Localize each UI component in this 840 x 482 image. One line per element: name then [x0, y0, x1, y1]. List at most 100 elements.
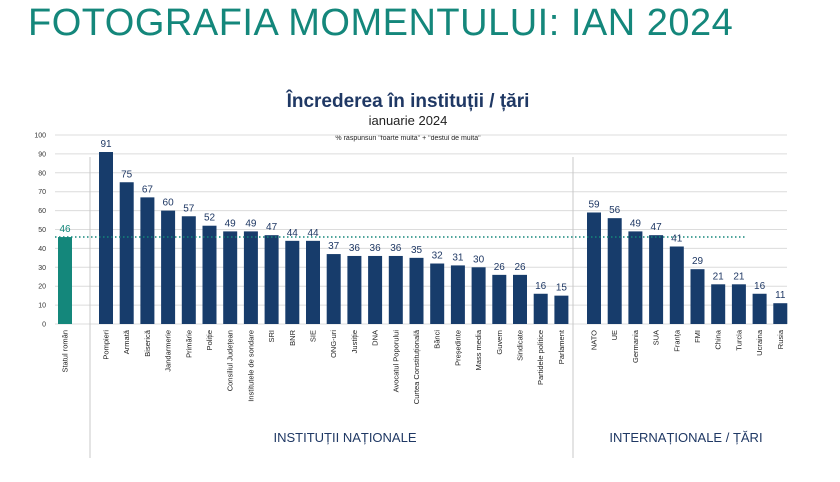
category-label: ONG-uri: [329, 330, 338, 358]
group-label: INTERNAȚIONALE / ȚĂRI: [609, 430, 762, 445]
category-label: Statul român: [61, 330, 70, 373]
data-label: 59: [588, 199, 600, 210]
group-labels: INSTITUȚII NAȚIONALE INTERNAȚIONALE / ȚĂR…: [273, 430, 762, 445]
bar: [773, 303, 788, 324]
bar: [264, 235, 279, 324]
category-label: Parlament: [557, 329, 566, 364]
data-label: 21: [713, 271, 725, 282]
bar: [471, 267, 486, 324]
bar: [450, 265, 465, 324]
bar: [326, 254, 341, 324]
data-label: 30: [473, 254, 485, 265]
bar: [669, 246, 684, 324]
data-label: 36: [370, 243, 382, 254]
y-tick-label: 100: [34, 133, 46, 140]
category-label: Președinte: [453, 330, 462, 366]
category-label: Rusia: [776, 329, 785, 349]
data-label: 16: [535, 281, 547, 292]
data-label: 26: [514, 262, 526, 273]
category-label: FMI: [693, 330, 702, 343]
bar: [628, 231, 643, 324]
bar: [368, 255, 383, 324]
bar: [513, 274, 527, 324]
category-label: Primărie: [184, 330, 193, 358]
y-tick-label: 80: [38, 170, 46, 177]
category-label: DNA: [371, 330, 380, 346]
category-label: Partidele politice: [536, 330, 545, 385]
category-label: Germania: [631, 329, 640, 363]
bar: [711, 284, 726, 324]
data-label: 21: [733, 271, 745, 282]
bar: [58, 237, 72, 324]
data-labels: 46 91 75 67 60 57 52 49 49 47 44 44 37 36 36 36 35 32 31 30…: [59, 139, 785, 301]
data-label: 31: [452, 252, 464, 263]
data-label: 36: [390, 243, 402, 254]
chart-subtitle: ianuarie 2024: [369, 113, 448, 128]
category-label: Poliție: [205, 330, 214, 350]
category-label: Mass media: [474, 329, 483, 370]
category-label: Curtea Constituțională: [412, 329, 421, 404]
bar: [285, 240, 300, 324]
category-label: BNR: [288, 329, 297, 345]
y-tick-label: 20: [38, 284, 46, 291]
y-tick-label: 40: [38, 246, 46, 253]
bars: [58, 152, 788, 324]
data-label: 44: [307, 228, 319, 239]
category-label: SRI: [267, 330, 276, 343]
category-label: SIE: [309, 330, 318, 342]
data-label: 67: [142, 184, 154, 195]
data-label: 26: [494, 262, 506, 273]
bar: [587, 212, 601, 324]
group-separators: [89, 157, 574, 458]
bar: [409, 257, 424, 324]
bar: [181, 216, 196, 324]
bar: [430, 263, 445, 324]
bar: [161, 210, 176, 324]
category-labels: Statul român Pompieri Armată Biserică Jandar…: [61, 329, 785, 404]
data-label: 11: [775, 290, 786, 301]
category-label: Jandarmerie: [164, 330, 173, 372]
data-label: 60: [163, 198, 175, 209]
data-label: 47: [651, 222, 663, 233]
bar: [752, 293, 767, 324]
bar: [731, 284, 746, 324]
category-label: Pompieri: [102, 330, 111, 360]
y-tick-label: 10: [38, 303, 46, 310]
bar: [223, 231, 238, 324]
bar: [690, 269, 705, 324]
y-axis-ticks: 0 10 20 30 40 50 60 70 80 90 100: [34, 133, 46, 329]
y-tick-label: 0: [42, 322, 46, 329]
data-label: 35: [411, 245, 423, 256]
data-label: 44: [287, 228, 299, 239]
y-tick-label: 90: [38, 151, 46, 158]
data-label: 49: [245, 218, 257, 229]
category-label: Biserică: [143, 329, 152, 357]
data-label: 57: [183, 203, 195, 214]
slide-title: FOTOGRAFIA MOMENTULUI: IAN 2024: [28, 2, 734, 44]
data-label: 52: [204, 213, 216, 224]
bar: [347, 255, 362, 324]
bar: [533, 293, 548, 324]
bar: [649, 235, 664, 324]
category-label: Consiliul Județean: [226, 330, 235, 391]
y-tick-label: 30: [38, 265, 46, 272]
category-label: Bănci: [433, 330, 442, 349]
data-label: 46: [59, 224, 71, 235]
data-label: 29: [692, 256, 704, 267]
data-label: 75: [121, 169, 133, 180]
chart-title: Încrederea în instituții / țări: [286, 90, 530, 112]
data-label: 32: [432, 251, 444, 262]
data-label: 47: [266, 222, 278, 233]
data-label: 37: [328, 241, 340, 252]
category-label: Justiție: [350, 330, 359, 353]
data-label: 91: [100, 139, 112, 150]
data-label: 49: [225, 218, 237, 229]
category-label: Guvern: [495, 330, 504, 355]
category-label: Institutele de sondare: [246, 330, 255, 402]
category-label: Sindicate: [516, 330, 525, 361]
chart-note: % răspunsuri "foarte multă" + "destul de…: [335, 135, 481, 142]
group-label: INSTITUȚII NAȚIONALE: [273, 430, 416, 445]
category-label: NATO: [590, 330, 599, 350]
category-label: Ucraina: [755, 329, 764, 356]
